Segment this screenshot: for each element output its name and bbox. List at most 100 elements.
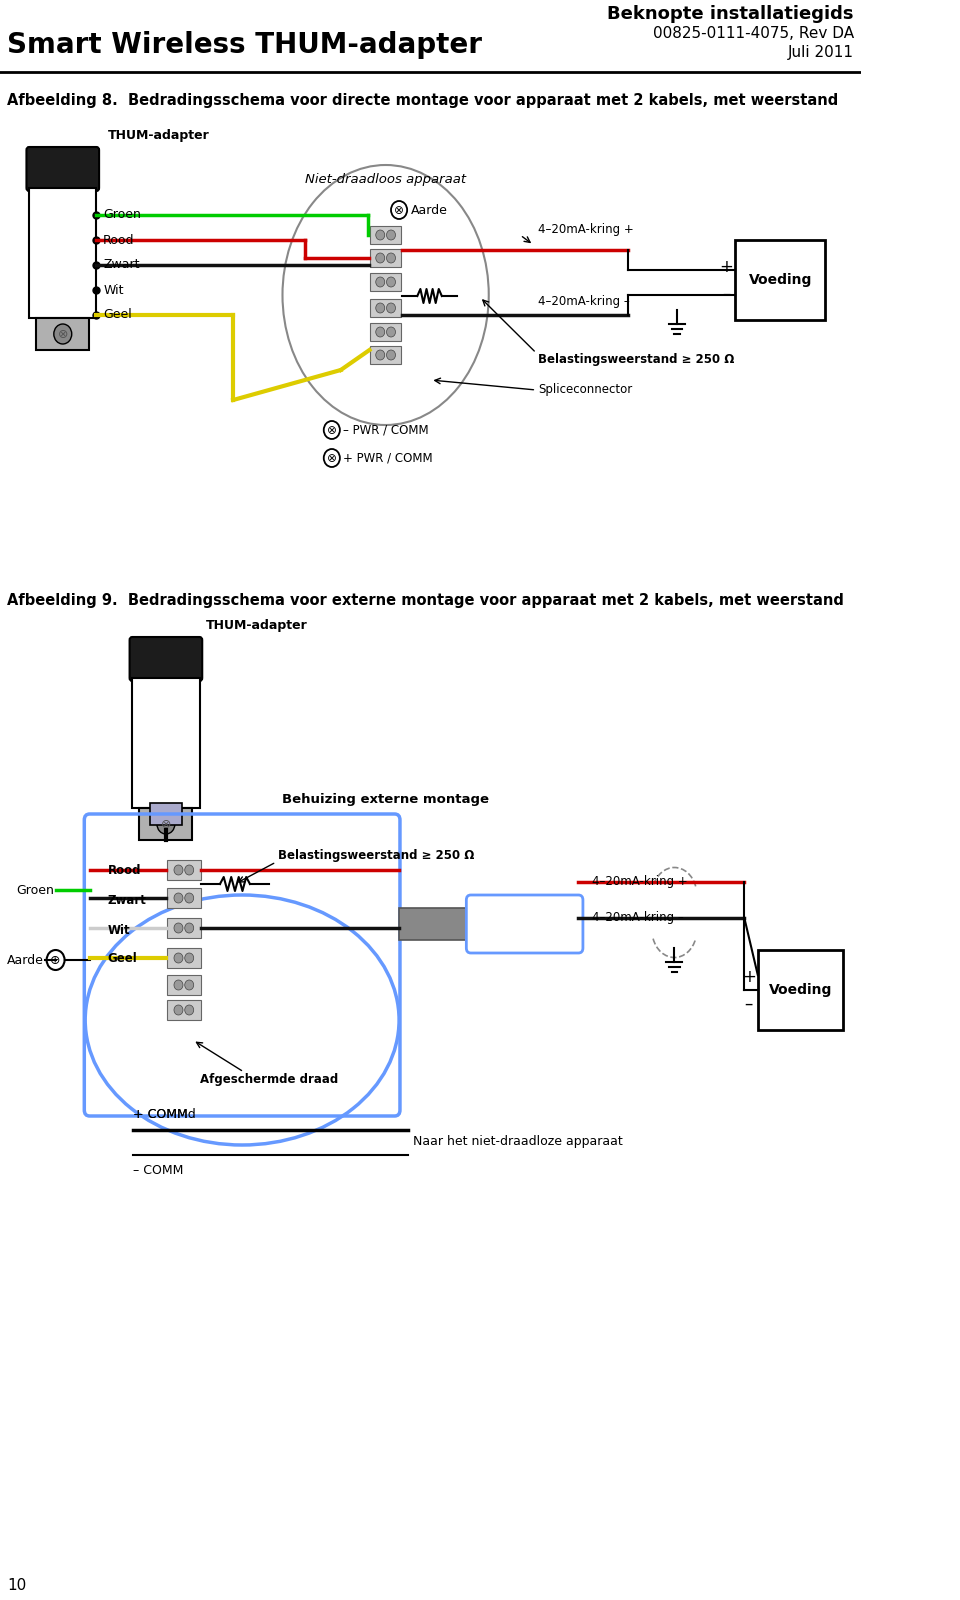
Text: 4–20mA-kring +: 4–20mA-kring + (538, 224, 634, 237)
Bar (757, 950, 843, 1030)
Circle shape (47, 950, 64, 970)
Bar (370, 323, 401, 341)
Circle shape (375, 277, 385, 286)
Text: ⊗: ⊗ (160, 818, 171, 830)
Text: Geel: Geel (108, 952, 137, 965)
Circle shape (391, 202, 407, 219)
Bar (399, 909, 475, 939)
Circle shape (174, 954, 183, 963)
Text: ⊗: ⊗ (395, 203, 404, 216)
Text: Zwart: Zwart (108, 893, 147, 907)
Text: 4–20mA-kring –: 4–20mA-kring – (538, 296, 630, 309)
Text: Groen: Groen (103, 208, 141, 221)
Bar (370, 299, 401, 317)
Text: Behuizing externe montage: Behuizing externe montage (282, 794, 490, 806)
Circle shape (184, 893, 194, 902)
Text: Aarde: Aarde (411, 203, 447, 216)
Bar (167, 861, 201, 880)
Circle shape (174, 1005, 183, 1014)
Text: 00825-0111-4075, Rev DA: 00825-0111-4075, Rev DA (653, 26, 853, 40)
Text: Zwart: Zwart (103, 259, 139, 272)
Bar (370, 250, 401, 267)
Circle shape (375, 326, 385, 338)
Text: ⊗: ⊗ (326, 451, 337, 464)
Circle shape (184, 1005, 194, 1014)
FancyBboxPatch shape (130, 637, 203, 682)
Text: THUM-adapter: THUM-adapter (108, 128, 209, 141)
Bar (370, 274, 401, 291)
Text: Afbeelding 8.  Bedradingsschema voor directe montage voor apparaat met 2 kabels,: Afbeelding 8. Bedradingsschema voor dire… (7, 93, 838, 107)
Text: Beknopte installatiegids: Beknopte installatiegids (608, 5, 853, 22)
Circle shape (174, 866, 183, 875)
Text: Belastingsweerstand ≥ 250 Ω: Belastingsweerstand ≥ 250 Ω (278, 848, 474, 861)
Circle shape (184, 866, 194, 875)
Text: – COMM: – COMM (132, 1165, 183, 1178)
Circle shape (184, 979, 194, 990)
Text: –: – (722, 285, 731, 302)
Text: Wit: Wit (108, 923, 131, 936)
Text: THUM-adapter: THUM-adapter (206, 619, 308, 632)
Circle shape (375, 350, 385, 360)
Text: Smart Wireless THUM-adapter: Smart Wireless THUM-adapter (7, 30, 482, 59)
Circle shape (156, 814, 175, 834)
Circle shape (387, 253, 396, 262)
Bar (36, 318, 89, 350)
Text: ⊗: ⊗ (58, 328, 68, 341)
Bar (735, 240, 825, 320)
Text: + COMM: + COMM (132, 1107, 187, 1120)
Circle shape (387, 277, 396, 286)
Text: + COMMd: + COMMd (132, 1107, 196, 1120)
Circle shape (375, 253, 385, 262)
Circle shape (54, 323, 72, 344)
FancyBboxPatch shape (27, 147, 99, 190)
Circle shape (387, 302, 396, 314)
Circle shape (184, 923, 194, 933)
Text: + PWR / COMM: + PWR / COMM (344, 451, 433, 464)
Text: Afbeelding 9.  Bedradingsschema voor externe montage voor apparaat met 2 kabels,: Afbeelding 9. Bedradingsschema voor exte… (7, 592, 844, 608)
Bar (370, 226, 401, 243)
Text: Rood: Rood (108, 864, 141, 877)
Bar (167, 918, 201, 938)
Circle shape (184, 954, 194, 963)
Text: Juli 2011: Juli 2011 (788, 45, 853, 59)
Circle shape (375, 302, 385, 314)
Circle shape (387, 230, 396, 240)
Text: Wit: Wit (103, 283, 124, 296)
Text: 10: 10 (7, 1578, 27, 1592)
Text: Niet-draadloos apparaat: Niet-draadloos apparaat (305, 173, 467, 187)
Text: Spliceconnector: Spliceconnector (538, 384, 633, 397)
Bar (167, 974, 201, 995)
Text: ⊗: ⊗ (326, 424, 337, 437)
Circle shape (387, 326, 396, 338)
Circle shape (375, 230, 385, 240)
Bar (167, 888, 201, 909)
Text: –: – (745, 994, 753, 1013)
Bar (139, 808, 192, 840)
Text: Geel: Geel (103, 309, 132, 322)
Circle shape (174, 979, 183, 990)
Circle shape (387, 350, 396, 360)
Text: – PWR / COMM: – PWR / COMM (344, 424, 429, 437)
Bar (132, 678, 200, 808)
Text: Afgeschermde draad: Afgeschermde draad (200, 1074, 338, 1086)
Circle shape (174, 893, 183, 902)
Circle shape (324, 421, 340, 438)
Text: 4–20mA-kring +: 4–20mA-kring + (592, 875, 687, 888)
FancyBboxPatch shape (467, 894, 583, 954)
Text: +: + (719, 258, 733, 275)
Text: Voeding: Voeding (749, 274, 812, 286)
Text: 4–20mA-kring –: 4–20mA-kring – (592, 912, 684, 925)
Text: Naar het niet-draadloze apparaat: Naar het niet-draadloze apparaat (413, 1136, 622, 1149)
Circle shape (324, 450, 340, 467)
Bar (29, 187, 96, 318)
Circle shape (174, 923, 183, 933)
Bar (150, 803, 182, 826)
Bar (167, 1000, 201, 1021)
Bar (167, 947, 201, 968)
Bar (370, 346, 401, 365)
Text: Belastingsweerstand ≥ 250 Ω: Belastingsweerstand ≥ 250 Ω (538, 354, 734, 366)
Text: Groen: Groen (16, 883, 54, 896)
Text: Aarde: Aarde (7, 954, 44, 966)
Text: ⊕: ⊕ (50, 954, 60, 966)
Text: +: + (742, 968, 756, 986)
